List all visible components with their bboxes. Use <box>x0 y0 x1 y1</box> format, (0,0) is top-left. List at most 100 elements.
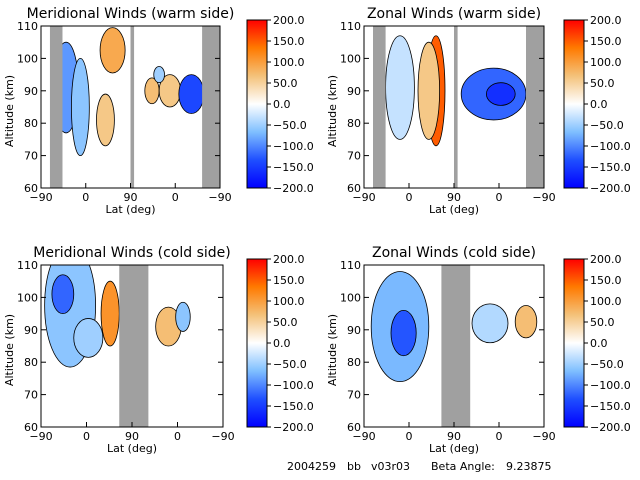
contour-region-4 <box>96 93 115 147</box>
colorbar-tick-label: 0.0 <box>273 337 291 350</box>
colorbar-tick-label: −50.0 <box>590 358 624 371</box>
contour-region-2 <box>390 309 417 357</box>
chart-panel-3: Meridional Winds (cold side) 60 70 80 90 100 1… <box>3 245 314 455</box>
x-tick-label: 0 <box>172 191 179 204</box>
y-tick-label: 60 <box>24 421 38 434</box>
chart-title: Meridional Winds (warm side) <box>27 6 235 22</box>
x-tick-label: 90 <box>125 430 139 443</box>
footer-date: 2004259 <box>287 460 336 473</box>
colorbar: 200.0 150.0 100.0 50.0 0.0 −50.0 −100.0 −150.0 −… <box>246 253 314 434</box>
wind-contours <box>370 265 538 427</box>
colorbar: 200.0 150.0 100.0 50.0 0.0 −50.0 −100.0 −150.0 −… <box>563 253 631 434</box>
colorbar-tick-label: −200.0 <box>590 182 631 195</box>
y-tick-label: 90 <box>24 324 38 337</box>
colorbar-tick-label: 150.0 <box>273 274 305 287</box>
colorbar-tick-label: 50.0 <box>273 316 298 329</box>
x-tick-label: 90 <box>447 191 461 204</box>
colorbar-tick-label: −50.0 <box>590 119 624 132</box>
contour-region-8 <box>153 66 165 84</box>
chart-panel-2: Zonal Winds (warm side) 60 70 80 90 100 110 −90… <box>326 6 631 216</box>
contour-region-1 <box>385 35 415 140</box>
y-tick-label: 70 <box>347 389 361 402</box>
x-tick-label: 0 <box>406 430 413 443</box>
contour-region-6 <box>175 301 191 332</box>
chart-panel-4: Zonal Winds (cold side) 60 70 80 90 100 110 −90… <box>326 245 631 455</box>
y-axis-label: Altitude (km) <box>326 75 339 147</box>
contour-region-2 <box>51 274 75 315</box>
x-tick-label: −90 <box>211 430 234 443</box>
contour-region-3 <box>471 303 509 344</box>
chart-title: Zonal Winds (cold side) <box>372 245 536 261</box>
colorbar-tick-label: 200.0 <box>590 14 622 27</box>
contour-region-5 <box>485 82 516 106</box>
colorbar-tick-label: −150.0 <box>273 161 314 174</box>
colorbar-tick-label: −200.0 <box>273 182 314 195</box>
y-tick-label: 60 <box>24 182 38 195</box>
contour-region-2 <box>71 58 90 156</box>
colorbar-tick-label: 0.0 <box>590 337 608 350</box>
colorbar-gradient <box>563 258 585 428</box>
colorbar-tick-label: 100.0 <box>273 56 305 69</box>
data-gap-2 <box>454 26 458 188</box>
y-tick-label: 110 <box>17 259 38 272</box>
colorbar-tick-label: −150.0 <box>590 400 631 413</box>
x-axis-label: Lat (deg) <box>429 203 479 216</box>
x-axis-label: Lat (deg) <box>107 442 157 455</box>
contour-region-7 <box>178 74 205 114</box>
x-tick-label: −90 <box>532 191 555 204</box>
colorbar-tick-label: −100.0 <box>273 379 314 392</box>
y-tick-label: 70 <box>347 150 361 163</box>
y-tick-label: 70 <box>24 389 38 402</box>
colorbar-tick-label: −200.0 <box>273 421 314 434</box>
y-tick-label: 60 <box>347 182 361 195</box>
y-tick-label: 60 <box>347 421 361 434</box>
colorbar-tick-label: 0.0 <box>590 98 608 111</box>
colorbar-tick-label: −100.0 <box>590 140 631 153</box>
contour-region-3 <box>73 318 104 358</box>
y-tick-label: 70 <box>24 150 38 163</box>
colorbar-tick-label: −150.0 <box>273 400 314 413</box>
x-tick-label: −90 <box>29 430 52 443</box>
colorbar-gradient <box>563 19 585 189</box>
chart-title: Zonal Winds (warm side) <box>367 6 541 22</box>
x-tick-label: −90 <box>532 430 555 443</box>
colorbar: 200.0 150.0 100.0 50.0 0.0 −50.0 −100.0 −150.0 −… <box>563 14 631 195</box>
x-tick-label: 90 <box>447 430 461 443</box>
colorbar-tick-label: −50.0 <box>273 358 307 371</box>
colorbar-tick-label: 150.0 <box>273 35 305 48</box>
x-tick-label: 0 <box>496 430 503 443</box>
colorbar-tick-label: 0.0 <box>273 98 291 111</box>
x-tick-label: 0 <box>83 430 90 443</box>
y-axis-label: Altitude (km) <box>326 314 339 386</box>
contour-region-4 <box>514 305 538 339</box>
colorbar-tick-label: 100.0 <box>273 295 305 308</box>
x-tick-label: 0 <box>82 191 89 204</box>
contour-region-3 <box>417 41 441 140</box>
colorbar-tick-label: −150.0 <box>590 161 631 174</box>
y-tick-label: 80 <box>24 356 38 369</box>
contour-region-3 <box>99 27 126 74</box>
x-tick-label: 0 <box>496 191 503 204</box>
data-gap-3 <box>526 26 544 188</box>
x-tick-label: 0 <box>174 430 181 443</box>
colorbar-tick-label: 100.0 <box>590 56 622 69</box>
colorbar-gradient <box>246 258 268 428</box>
x-axis-label: Lat (deg) <box>106 203 156 216</box>
chart-panel-1: Meridional Winds (warm side) 60 70 80 90 100 1… <box>3 6 314 216</box>
data-gap-1 <box>373 26 386 188</box>
colorbar-tick-label: 100.0 <box>590 295 622 308</box>
data-gap-3 <box>202 26 220 188</box>
y-tick-label: 110 <box>340 259 361 272</box>
data-gap-1 <box>441 265 471 427</box>
y-tick-label: 100 <box>340 52 361 65</box>
footer-label: bb <box>347 460 361 473</box>
footer-beta-value: 9.23875 <box>506 460 552 473</box>
y-tick-label: 90 <box>24 85 38 98</box>
y-tick-label: 100 <box>340 291 361 304</box>
colorbar-tick-label: 200.0 <box>590 253 622 266</box>
colorbar-tick-label: 150.0 <box>590 35 622 48</box>
colorbar-tick-label: −100.0 <box>590 379 631 392</box>
x-tick-label: 0 <box>406 191 413 204</box>
wind-contours <box>49 26 220 188</box>
